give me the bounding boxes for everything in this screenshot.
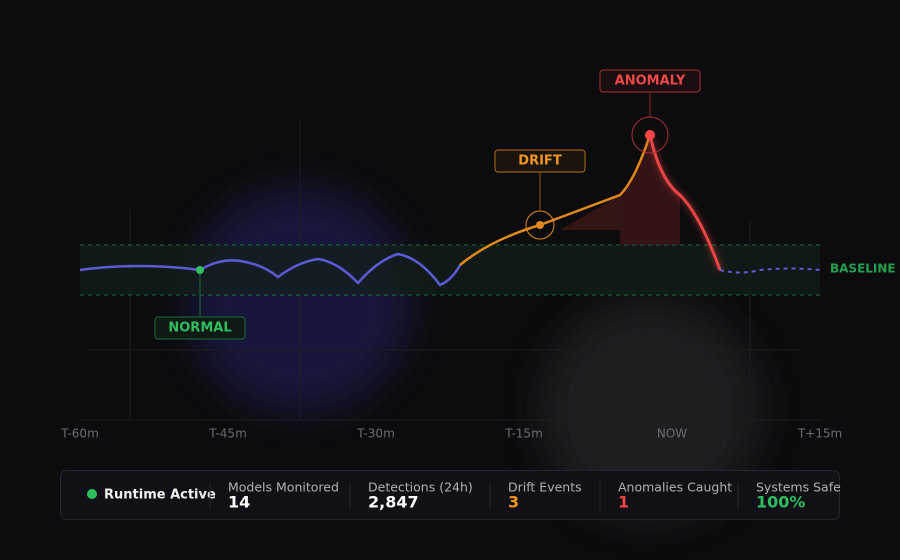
drift-tag	[494, 149, 586, 173]
time-label: T-30m	[356, 427, 395, 441]
stat-value: 3	[508, 493, 519, 512]
status-dot	[87, 489, 97, 499]
normal-tag	[154, 316, 246, 340]
baseline-label: BASELINE	[830, 262, 896, 276]
stat-label: Drift Events	[508, 480, 582, 495]
stat-label: Models Monitored	[228, 480, 339, 495]
stats-bar	[60, 470, 840, 520]
anomaly-point	[645, 130, 655, 140]
normal-label: NORMAL	[168, 321, 231, 336]
stat-label: Detections (24h)	[368, 480, 473, 495]
time-label: NOW	[657, 427, 687, 441]
anomaly-area	[620, 135, 680, 245]
status-label: Runtime Active	[104, 488, 216, 503]
time-axis: T-60m T-45m T-30m T-15m NOW T+15m	[60, 427, 842, 441]
time-label: T-15m	[504, 427, 543, 441]
drift-line	[459, 134, 652, 266]
drift-point	[536, 221, 544, 229]
stat-value: 1	[618, 493, 629, 512]
time-label: T-60m	[60, 427, 99, 441]
drift-area	[560, 195, 620, 230]
stat-label: Systems Safe	[756, 480, 841, 495]
forecast-line	[719, 267, 821, 274]
anomaly-tag	[599, 69, 701, 93]
stat-value: 100%	[756, 493, 805, 512]
glow-blob	[540, 300, 760, 520]
stat-value: 2,847	[368, 493, 419, 512]
drift-label: DRIFT	[518, 154, 562, 169]
anomaly-line	[648, 134, 722, 271]
time-label: T+15m	[797, 427, 842, 441]
stat-label: Anomalies Caught	[618, 480, 732, 495]
stat-value: 14	[228, 493, 250, 512]
normal-point	[196, 266, 204, 274]
anomaly-label: ANOMALY	[615, 74, 686, 89]
time-label: T-45m	[208, 427, 247, 441]
